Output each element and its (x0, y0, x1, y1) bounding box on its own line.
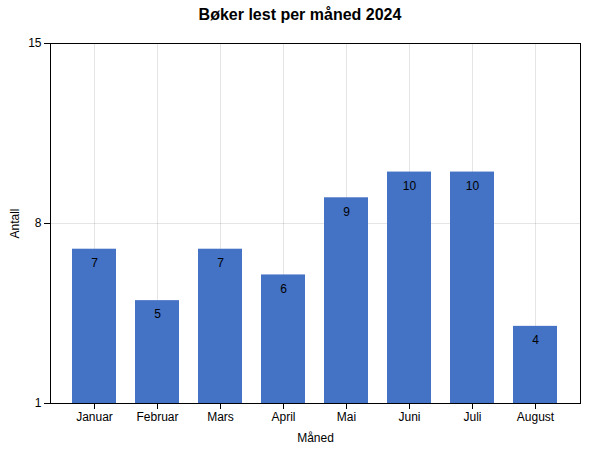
svg-text:10: 10 (466, 179, 480, 193)
svg-text:5: 5 (154, 307, 161, 321)
svg-text:4: 4 (532, 333, 539, 347)
svg-text:Antall: Antall (8, 208, 22, 238)
html-text:Bøker lest per måned 2024: Bøker lest per måned 2024 (198, 6, 402, 23)
svg-text:Mai: Mai (337, 410, 356, 424)
svg-text:Juni: Juni (398, 410, 420, 424)
svg-text:6: 6 (280, 282, 287, 296)
svg-text:Mars: Mars (207, 410, 234, 424)
svg-text:Juli: Juli (463, 410, 481, 424)
svg-text:April: April (271, 410, 295, 424)
svg-text:Januar: Januar (76, 410, 113, 424)
svg-text:August: August (517, 410, 555, 424)
svg-text:Måned: Måned (297, 431, 334, 445)
svg-text:7: 7 (217, 256, 224, 270)
svg-text:7: 7 (91, 256, 98, 270)
svg-text:9: 9 (343, 205, 350, 219)
svg-text:Februar: Februar (136, 410, 178, 424)
svg-text:8: 8 (35, 216, 42, 230)
svg-text:15: 15 (28, 36, 42, 50)
svg-text:1: 1 (35, 396, 42, 410)
svg-text:10: 10 (403, 179, 417, 193)
